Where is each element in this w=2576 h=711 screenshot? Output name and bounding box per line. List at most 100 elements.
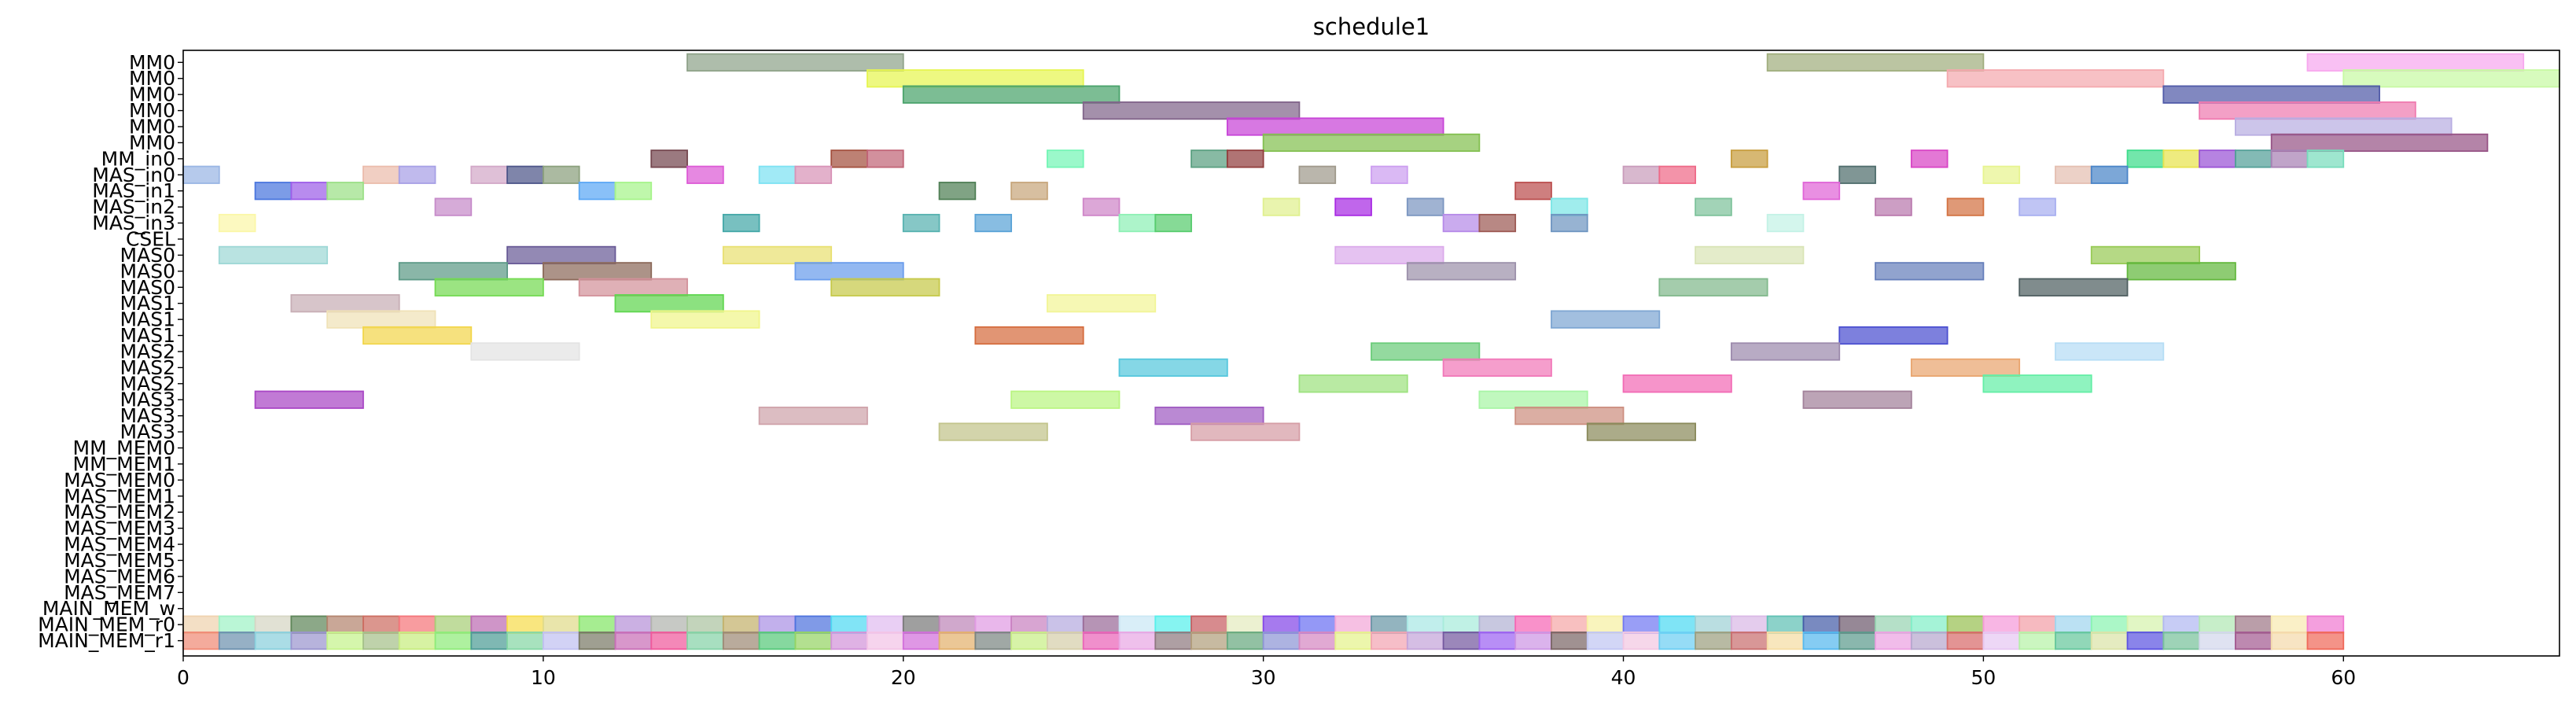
gantt-bar [867, 149, 904, 168]
gantt-bar [1226, 117, 1444, 136]
gantt-bar [326, 631, 364, 650]
gantt-bar [1010, 615, 1048, 634]
gantt-bar [2270, 631, 2309, 650]
gantt-bar [614, 615, 653, 634]
gantt-bar [758, 615, 797, 634]
gantt-bar [542, 262, 653, 281]
y-tick-label: MAS0 [120, 260, 175, 282]
gantt-bar [1946, 69, 2165, 88]
gantt-bar [1118, 631, 1157, 650]
x-tick-label: 50 [1971, 666, 1996, 689]
y-tick-label: MAS_MEM0 [64, 469, 175, 492]
gantt-bar [1406, 197, 1444, 216]
y-tick-label: MM_in0 [101, 147, 175, 170]
gantt-bar [2306, 53, 2525, 72]
gantt-bar [182, 165, 220, 184]
gantt-bar [218, 615, 256, 634]
gantt-bar [1154, 407, 1264, 425]
gantt-bar [1047, 149, 1084, 168]
gantt-bar [2126, 631, 2165, 650]
gantt-bar [1298, 615, 1337, 634]
y-tick-label: MM0 [129, 99, 175, 122]
gantt-bar [1802, 182, 1841, 201]
gantt-bar [2162, 615, 2201, 634]
gantt-bar [542, 165, 580, 184]
gantt-bar [1658, 631, 1696, 650]
y-tick-label: MAS2 [120, 372, 175, 395]
gantt-bar [1766, 213, 1805, 233]
gantt-bar [290, 615, 329, 634]
y-tick-label: MAS1 [120, 324, 175, 347]
gantt-bar [1298, 374, 1408, 393]
gantt-bar [1334, 245, 1444, 265]
gantt-bar [470, 165, 508, 184]
gantt-bar [362, 615, 400, 634]
gantt-bar [1010, 390, 1121, 409]
gantt-bar [2306, 631, 2345, 650]
y-tick-label: MAS2 [120, 340, 175, 363]
gantt-bar [794, 165, 833, 184]
gantt-bar [2055, 165, 2092, 184]
gantt-bar [974, 615, 1013, 634]
gantt-bar [2126, 262, 2236, 281]
gantt-bar [1371, 165, 1408, 184]
gantt-bar [1442, 213, 1481, 233]
y-tick-label: MAS_MEM2 [64, 501, 175, 524]
y-tick-label: MAS0 [120, 276, 175, 299]
gantt-bar [1226, 631, 1264, 650]
gantt-bar [1406, 615, 1444, 634]
y-axis-labels: MM0MM0MM0MM0MM0MM0MM_in0MAS_in0MAS_in1MA… [38, 51, 183, 652]
bars-layer [182, 53, 2560, 650]
y-tick-label: MAS3 [120, 421, 175, 444]
gantt-bar [326, 615, 364, 634]
gantt-bar [1695, 197, 1732, 216]
gantt-bar [614, 631, 653, 650]
gantt-bar [1190, 422, 1301, 441]
gantt-bar [578, 278, 688, 297]
gantt-bar [758, 631, 797, 650]
x-tick-label: 40 [1611, 666, 1636, 689]
y-tick-label: MAS3 [120, 389, 175, 411]
gantt-bar [1551, 631, 1588, 650]
gantt-bar [1586, 615, 1625, 634]
gantt-bar [506, 615, 544, 634]
gantt-bar [398, 631, 436, 650]
gantt-bar [254, 615, 293, 634]
gantt-bar [182, 615, 220, 634]
plot-frame [182, 50, 2560, 657]
gantt-bar [1371, 342, 1481, 361]
y-tick-label: MAS_in2 [92, 196, 175, 219]
gantt-bar [506, 631, 544, 650]
gantt-bar [398, 262, 508, 281]
gantt-bar [1010, 182, 1048, 201]
gantt-bar [1910, 615, 1949, 634]
gantt-bar [1442, 358, 1552, 378]
gantt-bar [1442, 615, 1481, 634]
gantt-bar [1910, 631, 1949, 650]
gantt-bar [1190, 631, 1228, 650]
gantt-bar [830, 631, 868, 650]
gantt-bar [758, 165, 797, 184]
gantt-bar [686, 53, 904, 72]
gantt-bar [1226, 149, 1264, 168]
gantt-bar [1551, 310, 1661, 329]
gantt-bar [902, 615, 940, 634]
gantt-bar [326, 310, 436, 329]
gantt-bar [2306, 615, 2345, 634]
y-tick-label: MM0 [129, 51, 175, 74]
gantt-bar [1838, 631, 1876, 650]
gantt-bar [1478, 390, 1588, 409]
gantt-bar [722, 245, 833, 265]
gantt-bar [1622, 374, 1732, 393]
gantt-bar [650, 631, 688, 650]
gantt-bar [2306, 149, 2345, 168]
gantt-bar [470, 615, 508, 634]
y-tick-label: MAS3 [120, 404, 175, 427]
gantt-bar [1982, 165, 2021, 184]
gantt-bar [1622, 615, 1661, 634]
gantt-bar [362, 631, 400, 650]
gantt-bar [1622, 165, 1661, 184]
chart-title: schedule1 [1313, 13, 1430, 40]
gantt-bar [434, 631, 473, 650]
